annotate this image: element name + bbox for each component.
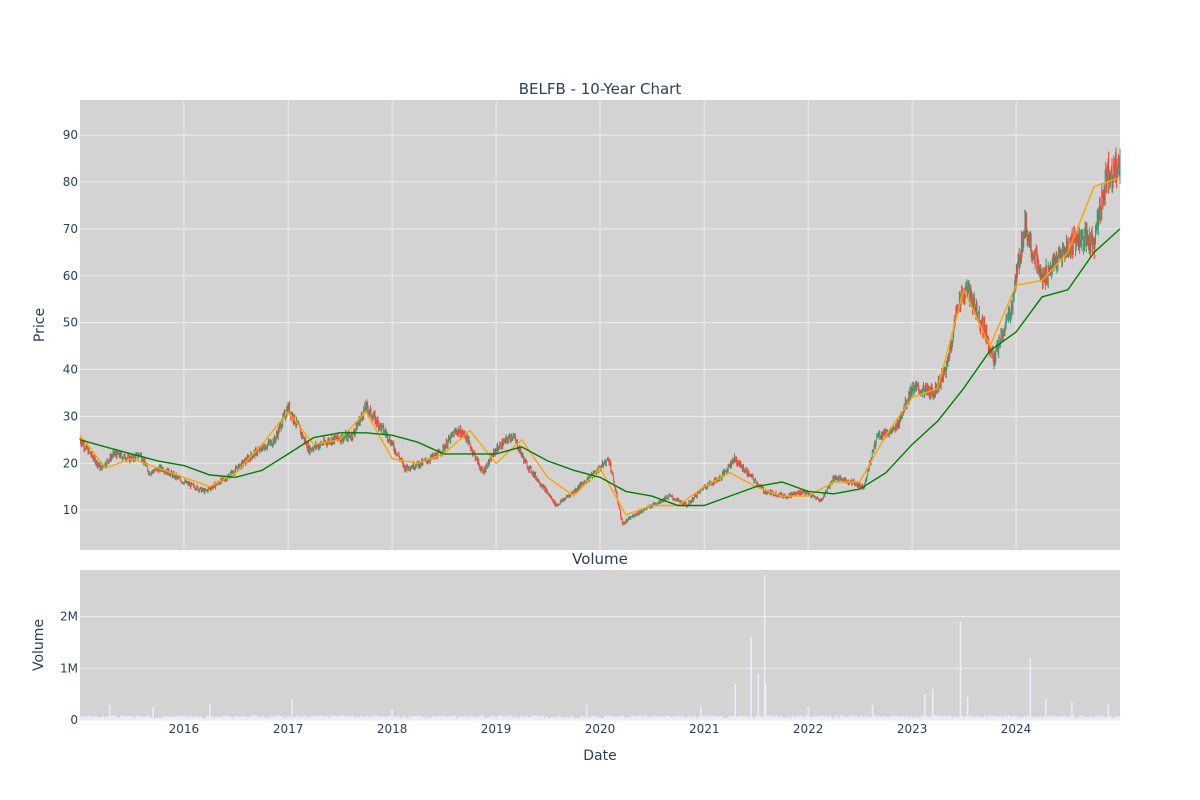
price-axis-label: Price — [32, 308, 48, 342]
date-x-ticks: 2016 2017 2018 2019 2020 2021 2022 2023 2024 — [169, 722, 1032, 736]
price-grid — [80, 100, 1120, 550]
volume-y-ticks: 0 1M 2M — [60, 610, 78, 727]
date-tick-label: 2019 — [481, 722, 512, 736]
date-axis-label: Date — [583, 748, 616, 764]
date-tick-label: 2024 — [1001, 722, 1032, 736]
price-tick-label: 50 — [63, 316, 78, 330]
date-tick-label: 2017 — [273, 722, 304, 736]
chart-title: BELFB - 10-Year Chart — [519, 80, 682, 98]
price-tick-label: 70 — [63, 222, 78, 236]
date-tick-label: 2016 — [169, 722, 200, 736]
ma-long-line — [79, 228, 1121, 507]
price-tick-label: 90 — [63, 128, 78, 142]
volume-tick-label: 1M — [60, 661, 78, 675]
price-tick-label: 80 — [63, 175, 78, 189]
volume-tick-label: 2M — [60, 610, 78, 624]
volume-bars — [79, 575, 1121, 720]
price-tick-label: 30 — [63, 409, 78, 423]
price-tick-label: 20 — [63, 456, 78, 470]
volume-axis-label: Volume — [31, 619, 47, 671]
date-tick-label: 2018 — [377, 722, 408, 736]
volume-tick-label: 0 — [70, 713, 78, 727]
date-tick-label: 2023 — [897, 722, 928, 736]
price-tick-label: 40 — [63, 363, 78, 377]
date-tick-label: 2020 — [585, 722, 616, 736]
price-tick-label: 60 — [63, 269, 78, 283]
ma-short-line — [79, 176, 1121, 516]
volume-title: Volume — [572, 550, 628, 568]
date-tick-label: 2022 — [793, 722, 824, 736]
date-tick-label: 2021 — [689, 722, 720, 736]
price-tick-label: 10 — [63, 503, 78, 517]
volume-plot-background — [80, 570, 1120, 720]
price-y-ticks: 10 20 30 40 50 60 70 80 90 — [63, 128, 78, 517]
